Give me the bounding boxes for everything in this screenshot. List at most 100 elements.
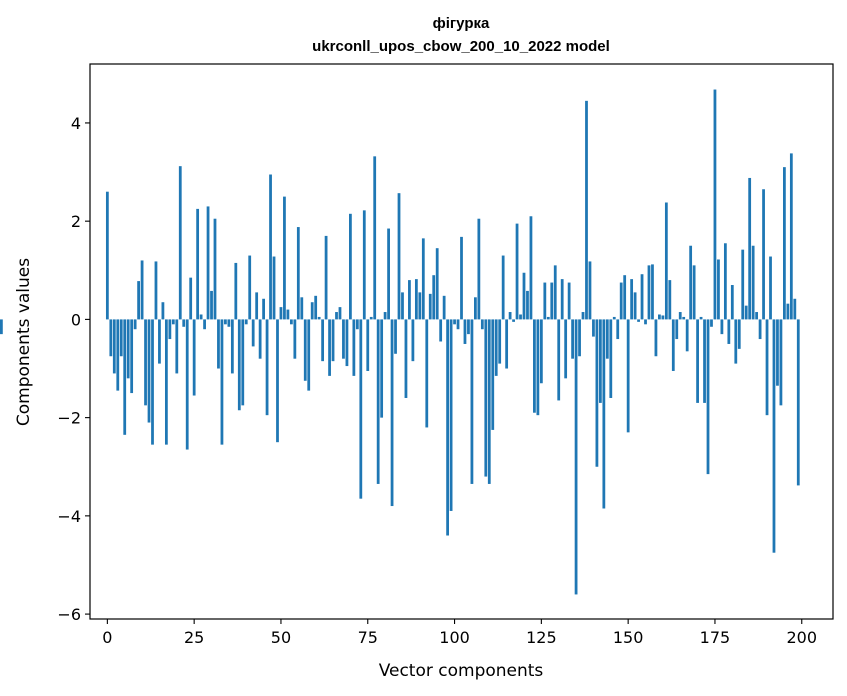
- bar-62: [321, 319, 325, 362]
- bar-134: [571, 319, 574, 359]
- bar-49: [276, 319, 279, 443]
- bar-31: [213, 218, 217, 320]
- bar-112: [494, 319, 498, 376]
- bar-19: [171, 319, 175, 325]
- bar-185: [748, 177, 752, 320]
- bar-196: [786, 303, 790, 320]
- bar-171: [699, 316, 703, 320]
- bar-75: [366, 319, 370, 371]
- x-tick-label: 50: [271, 628, 291, 647]
- bar-73: [359, 319, 363, 499]
- bar-168: [689, 245, 693, 320]
- bar-34: [224, 319, 227, 325]
- chart-title-line2: ukrconll_upos_cbow_200_10_2022 model: [312, 38, 610, 55]
- bar-180: [730, 285, 734, 320]
- bar-121: [526, 290, 529, 320]
- bar-3: [116, 319, 120, 391]
- bar-83: [394, 319, 397, 354]
- bar-179: [727, 319, 731, 344]
- bar-94: [432, 275, 436, 320]
- bar-176: [717, 259, 720, 320]
- bar-126: [543, 282, 547, 320]
- bar-99: [449, 319, 453, 511]
- bar-37: [234, 262, 238, 320]
- bar-148: [619, 282, 623, 320]
- bar-17: [164, 319, 168, 445]
- y-tick-label: 0: [71, 310, 81, 329]
- bar-174: [710, 319, 713, 327]
- bar-182: [737, 319, 741, 349]
- bar-164: [675, 319, 679, 340]
- bar-147: [616, 319, 620, 340]
- bar-142: [598, 319, 602, 403]
- bar-90: [418, 292, 422, 320]
- bar-9: [137, 281, 140, 320]
- bar-14: [154, 261, 158, 320]
- bar-101: [456, 319, 460, 330]
- bar-44: [258, 319, 262, 359]
- bar-114: [501, 255, 505, 320]
- bar-140: [592, 319, 595, 337]
- bar-71: [352, 319, 356, 376]
- bar-48: [272, 256, 276, 320]
- bar-70: [349, 213, 352, 320]
- bar-172: [703, 319, 706, 403]
- bar-192: [772, 319, 776, 553]
- bar-167: [685, 319, 689, 352]
- bar-162: [668, 280, 672, 320]
- bar-1: [109, 319, 113, 357]
- bar-96: [439, 319, 443, 342]
- bar-60: [314, 295, 318, 320]
- bar-26: [196, 208, 200, 320]
- bar-15: [158, 319, 161, 364]
- chart-title: фігурка ukrconll_upos_cbow_200_10_2022 m…: [312, 15, 610, 55]
- bar-135: [574, 319, 578, 595]
- bar-139: [588, 261, 592, 320]
- bar-130: [557, 319, 561, 401]
- bar-150: [626, 319, 630, 433]
- bar-163: [671, 319, 675, 371]
- bar-82: [390, 319, 394, 507]
- bar-127: [546, 316, 550, 320]
- bar-72: [355, 319, 359, 330]
- bar-21: [178, 166, 182, 320]
- bar-122: [529, 216, 533, 320]
- bar-110: [487, 319, 491, 484]
- x-axis-label: Vector components: [379, 661, 544, 681]
- bar-132: [564, 319, 568, 379]
- bar-18: [168, 319, 172, 340]
- bar-67: [338, 307, 342, 320]
- bar-50: [279, 307, 283, 320]
- bar-137: [581, 312, 585, 320]
- bar-191: [769, 256, 772, 320]
- bar-24: [189, 277, 193, 320]
- bar-136: [578, 319, 581, 357]
- bar-43: [255, 292, 259, 320]
- bar-92: [425, 319, 429, 428]
- bar-161: [664, 202, 668, 320]
- bar-93: [428, 293, 432, 320]
- bar-106: [474, 297, 477, 320]
- bar-153: [637, 319, 640, 322]
- y-tick-label: −6: [57, 605, 81, 624]
- bar-68: [342, 319, 345, 359]
- plot-frame: [89, 63, 834, 620]
- bar-11: [144, 319, 147, 406]
- bar-undefined: [0, 319, 3, 335]
- bar-169: [692, 265, 696, 320]
- bar-81: [387, 228, 390, 320]
- bar-111: [491, 319, 495, 430]
- bar-123: [533, 319, 536, 413]
- y-tick-label: −2: [57, 409, 81, 428]
- bar-102: [460, 236, 463, 320]
- y-axis-ticks: −6 −4 −2 0 2 4: [57, 114, 90, 624]
- bar-109: [484, 319, 488, 477]
- bar-173: [706, 319, 710, 475]
- bar-54: [293, 319, 297, 359]
- bar-183: [741, 249, 745, 320]
- bar-97: [442, 295, 446, 320]
- bar-193: [776, 319, 779, 386]
- bar-91: [421, 238, 425, 320]
- bar-120: [522, 272, 526, 320]
